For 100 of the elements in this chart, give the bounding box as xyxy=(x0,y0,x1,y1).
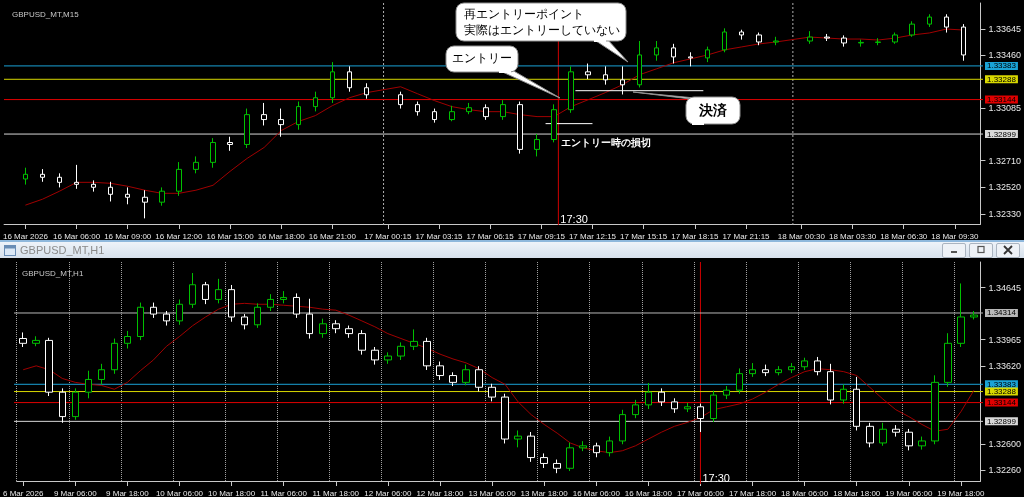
candlestick xyxy=(500,99,506,121)
text: GBPUSD_MT,H1 xyxy=(22,268,84,278)
x-tick-label: 6 Mar 2026 xyxy=(2,488,44,497)
line-series xyxy=(22,302,975,454)
ref-line-label: 1.32899 xyxy=(987,416,1017,426)
candlestick xyxy=(858,39,864,48)
candlestick xyxy=(306,298,313,340)
candlestick xyxy=(85,370,92,399)
ref-line-label: 1.33144 xyxy=(987,398,1017,408)
candlestick xyxy=(371,346,379,366)
x-tick-label: 17 Mar 03:15 xyxy=(415,231,464,241)
candlestick xyxy=(436,361,444,381)
candlestick xyxy=(619,409,626,445)
candlestick xyxy=(824,33,830,42)
y-tick-label: 1.33645 xyxy=(988,24,1022,35)
x-tick-label: 18 Mar 00:30 xyxy=(777,231,826,241)
x-tick-label: 16 Mar 06:00 xyxy=(53,231,101,241)
candlestick xyxy=(332,319,340,334)
x-tick-label: 17 Mar 15:15 xyxy=(620,231,668,241)
y-tick-label: 1.33620 xyxy=(988,361,1022,372)
x-tick-label: 18 Mar 03:30 xyxy=(828,231,877,241)
y-tick-label: 1.34645 xyxy=(988,282,1022,293)
candlestick xyxy=(671,397,678,414)
x-tick-label: 16 Mar 18:00 xyxy=(257,231,306,241)
x-tick-label: 17 Mar 12:15 xyxy=(568,231,617,241)
candlestick xyxy=(527,431,535,463)
ref-line-label: 17:30 xyxy=(702,471,730,484)
y-tick-label: 1.32520 xyxy=(988,182,1022,193)
x-tick-label: 17 Mar 18:15 xyxy=(671,231,719,241)
candlestick xyxy=(739,29,744,41)
candlestick xyxy=(773,36,779,46)
x-tick-label: 18 Mar 06:30 xyxy=(880,231,928,241)
y-tick-label: 1.32600 xyxy=(988,439,1022,450)
x-tick-label: 17 Mar 00:15 xyxy=(364,231,412,241)
x-tick-label: 12 Mar 06:00 xyxy=(364,488,412,497)
candlestick xyxy=(462,364,470,386)
candlestick xyxy=(658,387,665,407)
candlestick xyxy=(944,13,949,34)
candlestick xyxy=(398,91,403,110)
annotation: エントリー時の損切 xyxy=(561,136,651,148)
x-tick-label: 13 Mar 06:00 xyxy=(468,488,517,497)
candlestick xyxy=(150,302,157,319)
candlestick xyxy=(654,40,659,62)
candlestick xyxy=(72,387,79,421)
candlestick xyxy=(568,65,574,114)
y-tick-label: 1.33965 xyxy=(988,334,1022,345)
ref-line-label: 1.33288 xyxy=(987,387,1017,397)
x-tick-label: 17 Mar 18:00 xyxy=(728,488,777,497)
x-tick-label: 11 Mar 06:00 xyxy=(260,488,308,497)
candlestick xyxy=(137,302,144,341)
candlestick xyxy=(957,282,965,348)
candlestick xyxy=(278,108,284,138)
candlestick xyxy=(466,102,472,115)
candlestick xyxy=(244,108,250,149)
candlestick xyxy=(345,325,353,339)
candlestick xyxy=(814,356,821,376)
x-tick-label: 12 Mar 18:00 xyxy=(416,488,465,497)
candlestick xyxy=(553,459,561,474)
candlestick xyxy=(540,452,548,469)
ref-line-label: 1.33383 xyxy=(987,379,1017,389)
candlestick xyxy=(59,387,66,424)
candlestick xyxy=(330,61,335,104)
x-tick-label: 16 Mar 12:00 xyxy=(155,231,204,241)
candlestick xyxy=(364,82,369,100)
x-tick-label: 16 Mar 09:00 xyxy=(104,231,152,241)
candlestick xyxy=(534,133,540,157)
ref-line-label: 1.32899 xyxy=(987,129,1017,139)
candlestick xyxy=(488,383,496,402)
candlestick xyxy=(111,338,118,375)
candlestick xyxy=(961,23,966,62)
candlestick xyxy=(710,390,717,423)
x-tick-label: 16 Mar 21:00 xyxy=(308,231,357,241)
candlestick xyxy=(159,186,165,207)
candlestick xyxy=(202,281,209,305)
y-tick-label: 1.33085 xyxy=(988,102,1022,113)
candlestick xyxy=(566,442,574,472)
annotation: 実際はエントリーしていない xyxy=(464,23,620,38)
candlestick xyxy=(293,292,300,319)
candlestick xyxy=(593,442,600,458)
x-tick-label: 19 Mar 06:00 xyxy=(885,488,933,497)
candlestick xyxy=(501,393,509,444)
candlestick xyxy=(579,440,587,452)
candlestick xyxy=(879,422,887,447)
candlestick xyxy=(423,337,431,371)
x-tick-label: 17 Mar 21:15 xyxy=(722,231,771,241)
candlestick xyxy=(517,101,523,155)
candlestick xyxy=(91,179,96,193)
candlestick xyxy=(415,101,420,117)
candlestick xyxy=(475,365,483,392)
candlestick xyxy=(261,102,267,126)
candlestick xyxy=(384,351,392,365)
y-tick-label: 1.33460 xyxy=(988,50,1022,61)
candlestick xyxy=(632,399,639,419)
candlestick xyxy=(241,313,248,330)
y-tick-label: 1.32260 xyxy=(988,465,1022,476)
candlestick xyxy=(606,436,613,457)
candlestick xyxy=(215,278,222,304)
candlestick xyxy=(603,65,608,86)
candlestick xyxy=(267,293,274,312)
x-tick-label: 10 Mar 06:00 xyxy=(155,488,204,497)
